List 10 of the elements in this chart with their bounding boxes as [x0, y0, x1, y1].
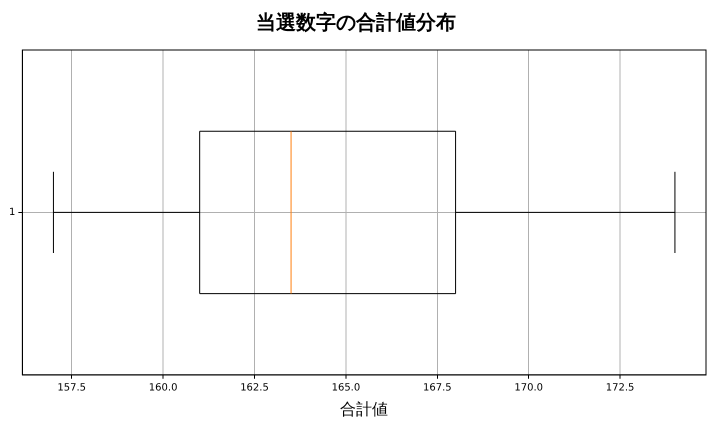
x-tick-label: 172.5 [606, 382, 634, 394]
chart-title: 当選数字の合計値分布 [256, 10, 456, 34]
x-tick-label: 162.5 [240, 382, 269, 394]
x-tick-label: 167.5 [422, 382, 452, 394]
y-tick-label: 1 [8, 206, 16, 218]
x-axis-title: 合計値 [340, 400, 388, 419]
x-tick-label: 165.0 [332, 382, 360, 394]
x-tick-label: 170.0 [514, 382, 544, 394]
x-tick-label: 160.0 [148, 382, 178, 394]
x-tick-label: 157.5 [57, 382, 86, 394]
